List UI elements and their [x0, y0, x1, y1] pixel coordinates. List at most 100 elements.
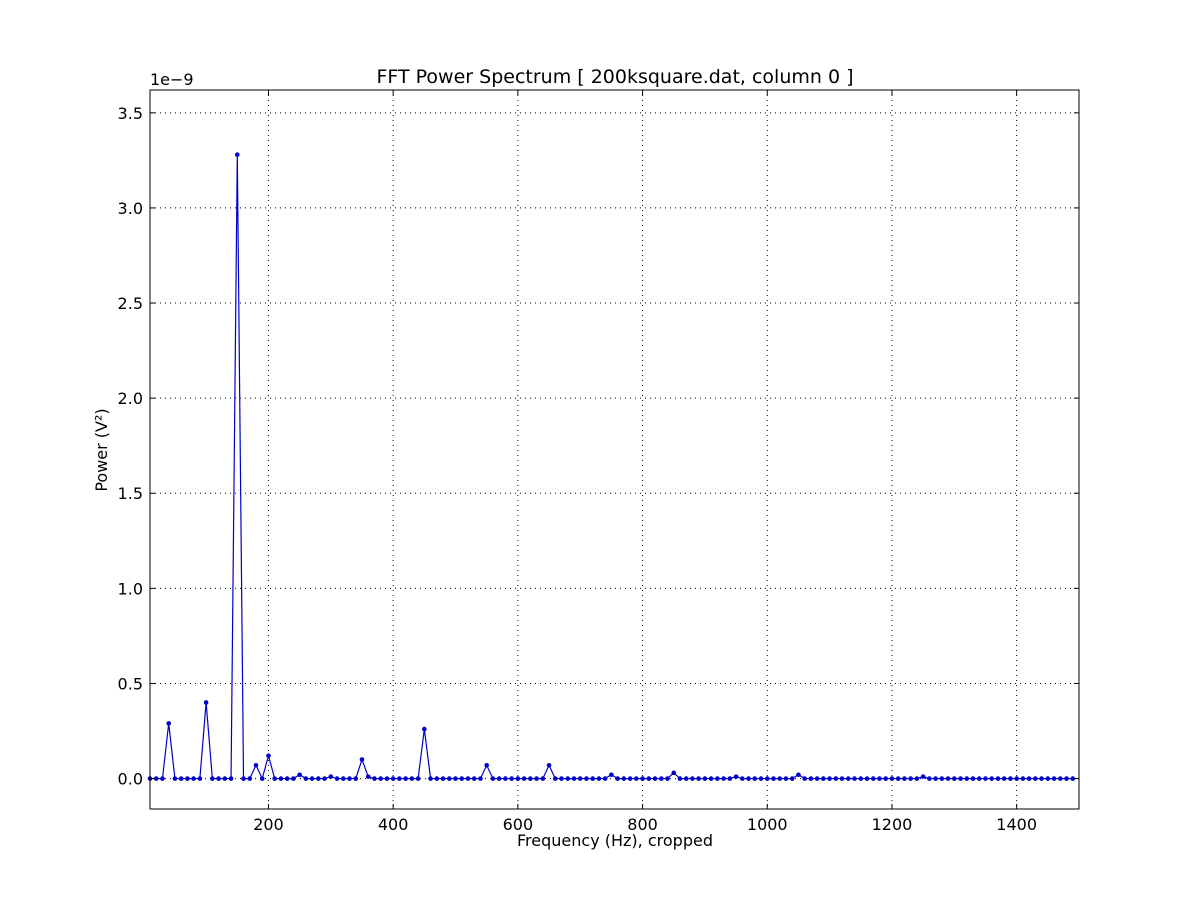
data-point	[708, 776, 714, 781]
data-point	[970, 776, 976, 781]
data-point	[203, 700, 209, 705]
data-point	[989, 776, 995, 781]
data-point	[895, 776, 901, 781]
data-point	[702, 776, 708, 781]
data-point	[740, 776, 745, 781]
y-tick-label: 0.0	[118, 770, 143, 789]
data-point	[658, 776, 664, 781]
data-point	[528, 776, 533, 781]
y-tick-label: 2.5	[118, 294, 143, 313]
data-point	[883, 776, 889, 781]
data-point	[509, 776, 514, 781]
data-point	[503, 776, 508, 781]
data-point	[272, 776, 278, 781]
data-point	[634, 776, 639, 781]
x-tick-label: 400	[378, 815, 409, 834]
data-point	[852, 776, 857, 781]
data-point	[1039, 776, 1044, 781]
data-point	[453, 776, 458, 781]
data-point	[185, 776, 190, 781]
x-tick-label: 1400	[996, 815, 1037, 834]
data-point	[671, 770, 677, 776]
data-point	[266, 753, 271, 759]
data-point	[160, 776, 165, 781]
data-point	[334, 776, 340, 781]
data-point	[409, 776, 415, 781]
data-point	[908, 776, 913, 781]
data-point	[877, 776, 882, 781]
data-point	[546, 762, 552, 768]
data-point	[577, 776, 583, 781]
data-point	[291, 776, 296, 781]
data-point	[521, 776, 527, 781]
data-point	[384, 776, 390, 781]
data-point	[353, 776, 359, 781]
data-point	[234, 152, 240, 157]
data-point	[1001, 776, 1007, 781]
data-point	[889, 776, 895, 781]
data-point	[983, 776, 988, 781]
y-tick-label: 0.5	[118, 674, 143, 693]
data-point	[322, 776, 327, 781]
data-point	[627, 776, 633, 781]
data-point	[715, 776, 720, 781]
ticks: 200 400 600 800 1000 1200 1400 0.0 0.5 1.0 1.5 2.0 2…	[118, 90, 1079, 834]
data-point	[727, 776, 733, 781]
data-point	[821, 776, 826, 781]
data-point	[584, 776, 589, 781]
data-point	[1008, 776, 1013, 781]
data-point	[771, 776, 776, 781]
data-point	[166, 721, 171, 726]
data-point	[1064, 776, 1069, 781]
data-point	[808, 776, 814, 781]
data-point	[864, 776, 870, 781]
data-point	[515, 776, 521, 781]
data-point	[665, 776, 670, 781]
data-point	[347, 776, 352, 781]
y-tick-label: 1.5	[118, 484, 143, 503]
data-point	[920, 774, 926, 779]
data-point	[390, 776, 396, 781]
data-point	[939, 776, 945, 781]
data-point	[428, 776, 433, 781]
data-point	[446, 776, 452, 781]
data-point	[721, 776, 726, 781]
data-point	[440, 776, 446, 781]
data-point	[316, 776, 321, 781]
data-point	[253, 762, 259, 768]
data-point	[571, 776, 577, 781]
data-point	[378, 776, 383, 781]
data-point	[596, 776, 602, 781]
x-tick-label: 600	[503, 815, 534, 834]
data-point	[459, 776, 465, 781]
data-point	[222, 776, 228, 781]
data-point	[752, 776, 758, 781]
data-point	[914, 776, 920, 781]
data-point	[746, 776, 751, 781]
data-point	[1051, 776, 1057, 781]
data-point	[478, 776, 483, 781]
data-point	[933, 776, 938, 781]
data-point	[241, 776, 246, 781]
data-point	[789, 776, 795, 781]
y-tick-label: 3.5	[118, 104, 143, 123]
data-point	[197, 776, 203, 781]
data-point	[1033, 776, 1038, 781]
data-point	[615, 776, 620, 781]
data-point	[621, 776, 627, 781]
x-tick-label: 800	[627, 815, 658, 834]
data-point	[1070, 776, 1076, 781]
data-point	[976, 776, 982, 781]
data-point	[465, 776, 471, 781]
data-point	[945, 776, 951, 781]
data-point	[1026, 776, 1032, 781]
data-point	[496, 776, 502, 781]
data-point	[590, 776, 595, 781]
data-point	[690, 776, 695, 781]
data-point	[796, 772, 801, 778]
data-point	[609, 772, 614, 778]
data-point	[696, 776, 701, 781]
x-tick-label: 1000	[747, 815, 788, 834]
data-point	[534, 776, 539, 781]
